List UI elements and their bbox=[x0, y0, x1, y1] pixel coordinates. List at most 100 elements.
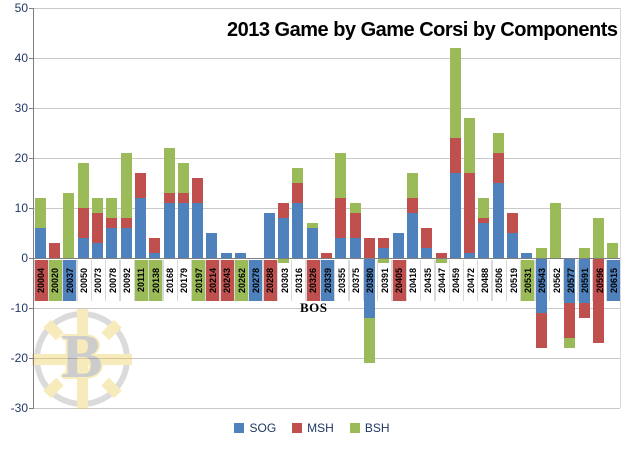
game-id-label: 20596 bbox=[594, 267, 605, 294]
bar-segment-bsh bbox=[564, 338, 576, 348]
x-tick-label: 20243 bbox=[219, 260, 235, 301]
game-id-label: 20375 bbox=[351, 267, 362, 294]
bar-segment-msh bbox=[163, 193, 175, 203]
x-tick-label: 20168 bbox=[162, 260, 178, 301]
chart-title: 2013 Game by Game Corsi by Components bbox=[227, 19, 618, 41]
bar-segment-bsh bbox=[607, 243, 619, 258]
bar-segment-msh bbox=[120, 218, 132, 228]
bar-segment-msh bbox=[335, 198, 347, 238]
game-id-label: 20078 bbox=[107, 267, 118, 294]
x-tick-label: 20405 bbox=[391, 260, 407, 301]
bar-segment-sog bbox=[406, 213, 418, 258]
bsh-swatch-icon bbox=[349, 423, 360, 433]
y-tick-mark bbox=[29, 8, 34, 9]
x-tick-label: 20020 bbox=[47, 260, 63, 301]
bar-segment-msh bbox=[478, 218, 490, 223]
bar-segment-sog bbox=[363, 258, 375, 318]
bar-segment-msh bbox=[464, 173, 476, 253]
x-tick-label: 20179 bbox=[176, 260, 192, 301]
x-tick-label: 20050 bbox=[76, 260, 92, 301]
bar-segment-sog bbox=[34, 228, 46, 258]
game-id-label: 20179 bbox=[179, 267, 190, 294]
x-tick-label: 20562 bbox=[549, 260, 565, 301]
bar-segment-msh bbox=[321, 253, 332, 258]
game-id-label: 20380 bbox=[365, 267, 376, 294]
x-tick-label: 20459 bbox=[448, 260, 464, 301]
x-tick-label: 20577 bbox=[563, 260, 579, 301]
legend-item-msh: MSH bbox=[292, 421, 334, 435]
logo-letter-b: B bbox=[61, 322, 103, 391]
game-id-label: 20519 bbox=[508, 267, 519, 294]
bar-segment-bsh bbox=[91, 198, 103, 213]
zero-axis-line bbox=[33, 258, 620, 259]
y-tick-label: 40 bbox=[14, 51, 28, 65]
bar-segment-msh bbox=[192, 178, 204, 203]
y-tick-mark bbox=[29, 258, 34, 259]
bar-segment-sog bbox=[77, 238, 89, 258]
x-tick-label: 20197 bbox=[191, 260, 207, 301]
bar-segment-bsh bbox=[306, 223, 318, 228]
x-tick-label: 20543 bbox=[534, 260, 550, 301]
x-tick-label: 20092 bbox=[119, 260, 135, 301]
game-id-label: 20197 bbox=[193, 267, 204, 294]
x-tick-label: 20418 bbox=[405, 260, 421, 301]
bar-segment-bsh bbox=[578, 248, 590, 258]
bar-segment-sog bbox=[507, 233, 519, 258]
x-tick-label: 20472 bbox=[463, 260, 479, 301]
gridline bbox=[33, 158, 620, 159]
y-tick-label: -10 bbox=[10, 301, 28, 315]
bar-segment-sog bbox=[149, 253, 161, 258]
bar-segment-msh bbox=[106, 218, 118, 228]
bar-segment-sog bbox=[564, 258, 576, 303]
x-tick-label: 20078 bbox=[105, 260, 121, 301]
bar-segment-bsh bbox=[77, 163, 89, 208]
game-id-label: 20543 bbox=[537, 267, 548, 294]
x-tick-label: 20004 bbox=[33, 260, 49, 301]
game-id-label: 20326 bbox=[308, 267, 319, 294]
y-tick-label: 20 bbox=[14, 151, 28, 165]
bar-segment-msh bbox=[421, 228, 433, 248]
y-tick-mark bbox=[29, 58, 34, 59]
bar-segment-msh bbox=[435, 253, 447, 258]
bar-segment-sog bbox=[192, 203, 204, 258]
game-id-label: 20278 bbox=[250, 267, 261, 294]
x-tick-label: 20375 bbox=[348, 260, 364, 301]
game-id-label: 20288 bbox=[265, 267, 276, 294]
bar-segment-bsh bbox=[278, 258, 290, 263]
game-id-label: 20050 bbox=[79, 267, 90, 294]
gridline bbox=[33, 58, 620, 59]
gridline bbox=[33, 408, 620, 409]
bar-segment-bsh bbox=[478, 198, 490, 218]
game-id-label: 20004 bbox=[36, 267, 47, 294]
bar-segment-sog bbox=[91, 243, 103, 258]
bar-segment-msh bbox=[535, 313, 547, 348]
legend-label: SOG bbox=[249, 421, 277, 435]
x-tick-label: 20073 bbox=[90, 260, 106, 301]
y-tick-mark bbox=[29, 408, 34, 409]
bar-segment-sog bbox=[378, 248, 390, 258]
y-tick-label: 30 bbox=[14, 101, 28, 115]
bar-segment-bsh bbox=[406, 173, 418, 198]
game-id-label: 20092 bbox=[122, 267, 133, 294]
legend-label: MSH bbox=[307, 421, 334, 435]
bar-segment-msh bbox=[593, 258, 605, 343]
bar-segment-msh bbox=[292, 183, 304, 203]
x-tick-label: 20506 bbox=[491, 260, 507, 301]
y-tick-mark bbox=[29, 108, 34, 109]
y-tick-label: -20 bbox=[10, 351, 28, 365]
bar-segment-msh bbox=[91, 213, 103, 243]
bar-segment-bsh bbox=[335, 153, 347, 198]
x-tick-label: 20615 bbox=[606, 260, 622, 301]
game-id-label: 20405 bbox=[394, 267, 405, 294]
bar-segment-msh bbox=[278, 203, 290, 218]
x-tick-label: 20591 bbox=[577, 260, 593, 301]
x-axis-title: BOS bbox=[300, 300, 328, 315]
bar-segment-msh bbox=[578, 303, 590, 318]
bar-segment-sog bbox=[177, 203, 189, 258]
bar-segment-bsh bbox=[292, 168, 304, 183]
bar-segment-bsh bbox=[464, 118, 476, 173]
x-tick-label: 20214 bbox=[205, 260, 221, 301]
bar-segment-sog bbox=[220, 253, 232, 258]
y-tick-mark bbox=[29, 158, 34, 159]
bar-segment-sog bbox=[235, 253, 247, 258]
